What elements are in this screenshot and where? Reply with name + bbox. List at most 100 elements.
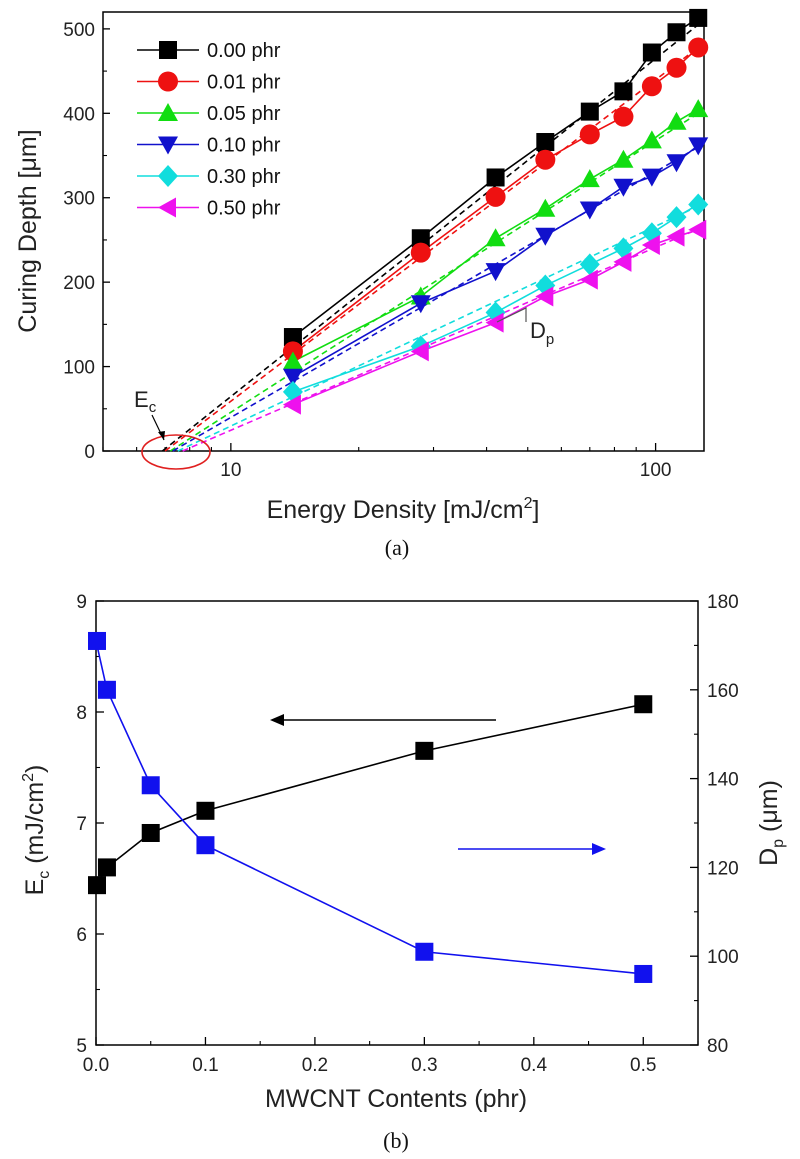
fit-line-0-30-phr	[177, 205, 699, 452]
fit-line-0-05-phr	[169, 112, 699, 452]
ec-axis-arrowhead	[270, 714, 284, 726]
point-0-10-phr-2	[485, 263, 506, 282]
b-left-tick-label-9: 9	[76, 592, 87, 613]
y-tick-label-300: 300	[63, 189, 95, 210]
y-tick-label-100: 100	[63, 358, 95, 379]
legend-label-0-01-phr: 0.01 phr	[207, 72, 281, 94]
point-0-05-phr-7	[666, 111, 687, 130]
b-point-dp-4	[415, 942, 434, 961]
point-0-01-phr-1	[410, 242, 431, 263]
b-point-ec-4	[415, 741, 434, 760]
panel-a-series-lines	[292, 17, 699, 406]
panel-b-caption: (b)	[383, 1128, 409, 1153]
b-point-dp-0	[88, 631, 106, 650]
b-point-dp-2	[141, 776, 160, 795]
point-0-30-phr-7	[666, 206, 687, 229]
point-0-50-phr-8	[688, 219, 707, 240]
legend-label-0-05-phr: 0.05 phr	[207, 103, 281, 125]
b-x-tick-label-0-1: 0.1	[192, 1055, 218, 1076]
b-left-tick-label-7: 7	[76, 814, 87, 835]
panel-b-plot-frame	[95, 600, 699, 1046]
y-tick-label-500: 500	[63, 20, 95, 41]
y-tick-label-0: 0	[84, 442, 95, 463]
point-0-05-phr-6	[641, 130, 662, 149]
fit-line-0-50-phr	[182, 228, 699, 452]
point-0-05-phr-8	[688, 99, 709, 118]
dp-annotation-label: Dp	[530, 318, 554, 348]
point-0-00-phr-0	[283, 328, 302, 347]
point-0-01-phr-6	[641, 76, 662, 97]
legend-marker-0-50-phr	[158, 197, 176, 218]
legend-label-0-00-phr: 0.00 phr	[207, 40, 281, 62]
point-0-10-phr-0	[282, 368, 303, 387]
panel-a-caption: (a)	[385, 535, 409, 560]
point-0-01-phr-5	[613, 106, 634, 127]
point-0-00-phr-7	[667, 23, 686, 42]
point-0-05-phr-0	[282, 351, 303, 370]
point-0-00-phr-1	[411, 229, 430, 248]
point-0-10-phr-6	[641, 168, 662, 187]
panel-a-legend: 0.00 phr 0.01 phr 0.05 phr 0.10 phr 0.30 phr…	[137, 40, 281, 220]
panel-b-series-lines	[95, 640, 644, 975]
panel-a-series-markers	[282, 8, 709, 415]
y-tick-label-400: 400	[63, 104, 95, 125]
point-0-50-phr-6	[641, 235, 660, 256]
point-0-05-phr-4	[579, 169, 600, 188]
point-0-50-phr-2	[485, 312, 504, 333]
point-0-10-phr-1	[410, 295, 431, 314]
b-series-line-ec	[95, 703, 644, 886]
b-left-tick-label-8: 8	[76, 703, 87, 724]
dp-axis-arrowhead	[592, 843, 606, 855]
legend-marker-0-05-phr	[158, 103, 178, 121]
b-right-tick-label-120: 120	[707, 858, 739, 879]
panel-b-ticks: 0.0 0.1 0.2 0.3 0.4 0.5 5 6 7 8 9 80 100 120 140 160 180	[76, 592, 738, 1076]
b-right-tick-label-80: 80	[707, 1036, 728, 1057]
point-0-50-phr-1	[410, 341, 429, 362]
ec-intercept-ellipse	[141, 434, 211, 470]
panel-b-left-y-axis-label: Ec (mJ/cm2)	[20, 765, 53, 896]
panel-a-y-axis-label: Curing Depth [μm]	[14, 129, 42, 332]
b-right-tick-label-140: 140	[707, 770, 739, 791]
panel-a-ticks: 0 100 200 300 400 500 10 100	[63, 20, 671, 481]
point-0-00-phr-5	[614, 82, 633, 101]
dp-slope-triangle	[496, 307, 527, 323]
point-0-00-phr-6	[642, 43, 661, 62]
point-0-50-phr-3	[535, 286, 554, 307]
point-0-01-phr-2	[485, 186, 506, 207]
b-series-line-dp	[95, 640, 644, 975]
point-0-05-phr-3	[535, 198, 556, 217]
legend-marker-0-01-phr	[158, 71, 178, 92]
panel-b-right-y-axis-label: Dp (μm)	[755, 780, 787, 866]
fit-line-0-00-phr	[161, 24, 699, 452]
legend-marker-0-30-phr	[158, 165, 178, 187]
b-point-dp-5	[634, 964, 653, 983]
point-0-01-phr-0	[282, 341, 303, 362]
b-left-tick-label-6: 6	[76, 925, 87, 946]
b-x-tick-label-0-2: 0.2	[302, 1055, 328, 1076]
point-0-01-phr-8	[688, 37, 709, 58]
point-0-10-phr-4	[579, 201, 600, 220]
panel-b-series-markers	[88, 631, 653, 983]
point-0-01-phr-3	[535, 149, 556, 170]
b-point-ec-2	[141, 823, 160, 842]
x-tick-label-100: 100	[640, 460, 672, 481]
legend-label-0-10-phr: 0.10 phr	[207, 135, 281, 157]
b-right-tick-label-180: 180	[707, 592, 739, 613]
point-0-10-phr-8	[688, 137, 709, 156]
b-point-dp-1	[97, 680, 116, 699]
point-0-50-phr-4	[579, 269, 598, 290]
point-0-01-phr-4	[579, 124, 600, 145]
b-point-ec-0	[88, 876, 106, 895]
panel-a-x-axis-label: Energy Density [mJ/cm2]	[267, 495, 540, 524]
fit-line-0-10-phr	[172, 146, 699, 452]
point-0-01-phr-7	[666, 57, 687, 78]
point-0-00-phr-2	[486, 168, 505, 187]
legend-marker-0-00-phr	[159, 41, 177, 59]
legend-label-0-30-phr: 0.30 phr	[207, 166, 281, 188]
b-x-tick-label-0-4: 0.4	[521, 1055, 548, 1076]
point-0-10-phr-7	[666, 154, 687, 173]
point-0-00-phr-8	[689, 8, 708, 27]
b-point-ec-1	[97, 858, 116, 877]
